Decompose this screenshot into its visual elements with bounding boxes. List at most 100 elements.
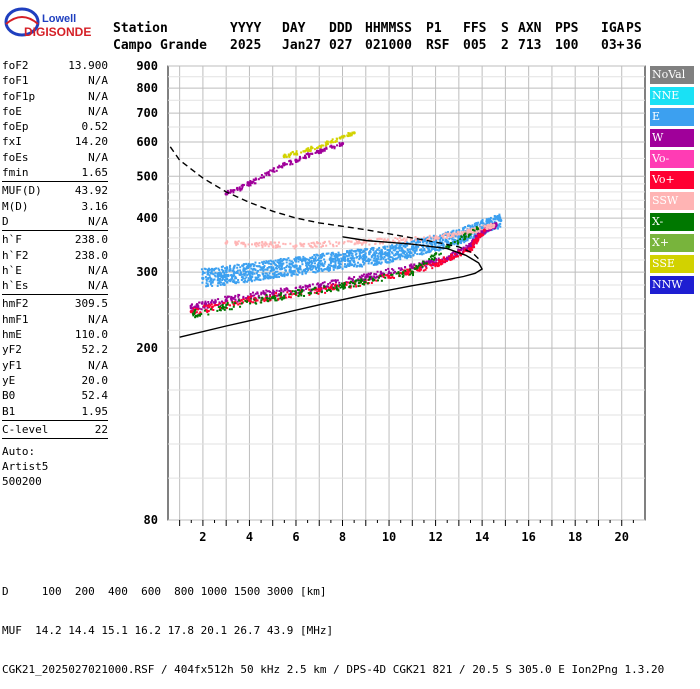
echo-point bbox=[262, 291, 265, 294]
echo-point bbox=[257, 274, 260, 277]
echo-point bbox=[350, 258, 353, 261]
header-label: FFS bbox=[463, 21, 487, 36]
echo-point bbox=[339, 143, 342, 146]
parameter-value: N/A bbox=[88, 279, 108, 293]
echo-point bbox=[467, 246, 470, 249]
echo-point bbox=[251, 271, 254, 274]
echo-marker bbox=[317, 150, 321, 154]
echo-point bbox=[407, 251, 410, 254]
echo-point bbox=[353, 276, 356, 279]
header-label: PS bbox=[626, 21, 642, 36]
echo-point bbox=[432, 241, 435, 244]
echo-point bbox=[198, 301, 201, 304]
echo-point bbox=[262, 263, 265, 266]
echo-point bbox=[331, 260, 334, 263]
echo-point bbox=[358, 275, 361, 278]
echo-point bbox=[402, 269, 405, 272]
echo-point bbox=[337, 262, 340, 265]
echo-point bbox=[478, 229, 481, 232]
echo-point bbox=[213, 304, 216, 307]
echo-point bbox=[328, 269, 331, 272]
echo-point bbox=[313, 271, 316, 274]
parameter-value: N/A bbox=[88, 214, 108, 228]
echo-point bbox=[319, 151, 322, 154]
echo-point bbox=[343, 241, 346, 244]
echo-point bbox=[429, 250, 432, 253]
echo-point bbox=[260, 174, 263, 177]
echo-point bbox=[373, 257, 376, 260]
echo-marker bbox=[480, 230, 484, 234]
echo-point bbox=[401, 268, 404, 271]
echo-point bbox=[471, 226, 474, 229]
echo-point bbox=[296, 273, 299, 276]
parameter-label: B0 bbox=[2, 389, 16, 403]
echo-point bbox=[324, 291, 327, 294]
parameter-group-muf: MUF(D) 43.92 M(D) 3.16 D N/A bbox=[2, 183, 108, 229]
echo-point bbox=[323, 285, 326, 288]
echo-point bbox=[387, 238, 390, 241]
echo-point bbox=[279, 257, 282, 260]
echo-point bbox=[389, 246, 392, 249]
echo-point bbox=[482, 233, 485, 236]
echo-point bbox=[308, 244, 311, 247]
echo-marker bbox=[468, 246, 473, 251]
echo-point bbox=[282, 273, 285, 276]
echo-point bbox=[438, 247, 441, 250]
echo-point bbox=[243, 267, 246, 270]
echo-point bbox=[398, 246, 401, 249]
echo-point bbox=[401, 248, 404, 251]
echo-point bbox=[396, 253, 399, 256]
echo-point bbox=[275, 291, 278, 294]
echo-point bbox=[278, 261, 281, 264]
echo-point bbox=[360, 243, 363, 246]
echo-point bbox=[207, 267, 210, 270]
echo-point bbox=[375, 276, 378, 279]
echo-point bbox=[323, 149, 326, 152]
echo-point bbox=[488, 221, 491, 224]
echo-point bbox=[368, 276, 371, 279]
echo-point bbox=[439, 248, 442, 251]
echo-point bbox=[219, 307, 222, 310]
echo-point bbox=[319, 148, 322, 151]
echo-point bbox=[485, 229, 488, 232]
echo-point bbox=[259, 278, 262, 281]
header-value: 2 bbox=[501, 38, 509, 53]
echo-point bbox=[196, 314, 199, 317]
echo-point bbox=[274, 275, 277, 278]
echo-point bbox=[226, 303, 229, 306]
parameter-row-clevel: C-level 22 bbox=[2, 422, 108, 437]
echo-point bbox=[283, 164, 286, 167]
echo-marker bbox=[317, 261, 321, 265]
echo-point bbox=[424, 237, 427, 240]
echo-point bbox=[295, 260, 298, 263]
echo-point bbox=[467, 247, 470, 250]
echo-point bbox=[330, 259, 333, 262]
echo-point bbox=[484, 225, 487, 228]
echo-point bbox=[418, 240, 421, 243]
echo-point bbox=[262, 278, 265, 281]
echo-point bbox=[304, 154, 307, 157]
echo-point bbox=[311, 152, 314, 155]
echo-marker bbox=[364, 240, 368, 244]
echo-point bbox=[463, 238, 466, 241]
echo-point bbox=[270, 265, 273, 268]
echo-point bbox=[279, 297, 282, 300]
echo-point bbox=[368, 243, 371, 246]
echo-point bbox=[235, 241, 238, 244]
echo-point bbox=[342, 287, 345, 290]
echo-point bbox=[471, 244, 474, 247]
echo-point bbox=[331, 257, 334, 260]
echo-point bbox=[236, 186, 239, 189]
echo-point bbox=[321, 253, 324, 256]
echo-point bbox=[288, 269, 291, 272]
echo-point bbox=[274, 299, 277, 302]
echo-point bbox=[324, 260, 327, 263]
echo-point bbox=[384, 259, 387, 262]
echo-point bbox=[466, 228, 469, 231]
echo-point bbox=[368, 258, 371, 261]
echo-point bbox=[423, 238, 426, 241]
echo-point bbox=[260, 301, 263, 304]
echo-point bbox=[258, 274, 261, 277]
echo-point bbox=[200, 268, 203, 271]
echo-point bbox=[235, 302, 238, 305]
